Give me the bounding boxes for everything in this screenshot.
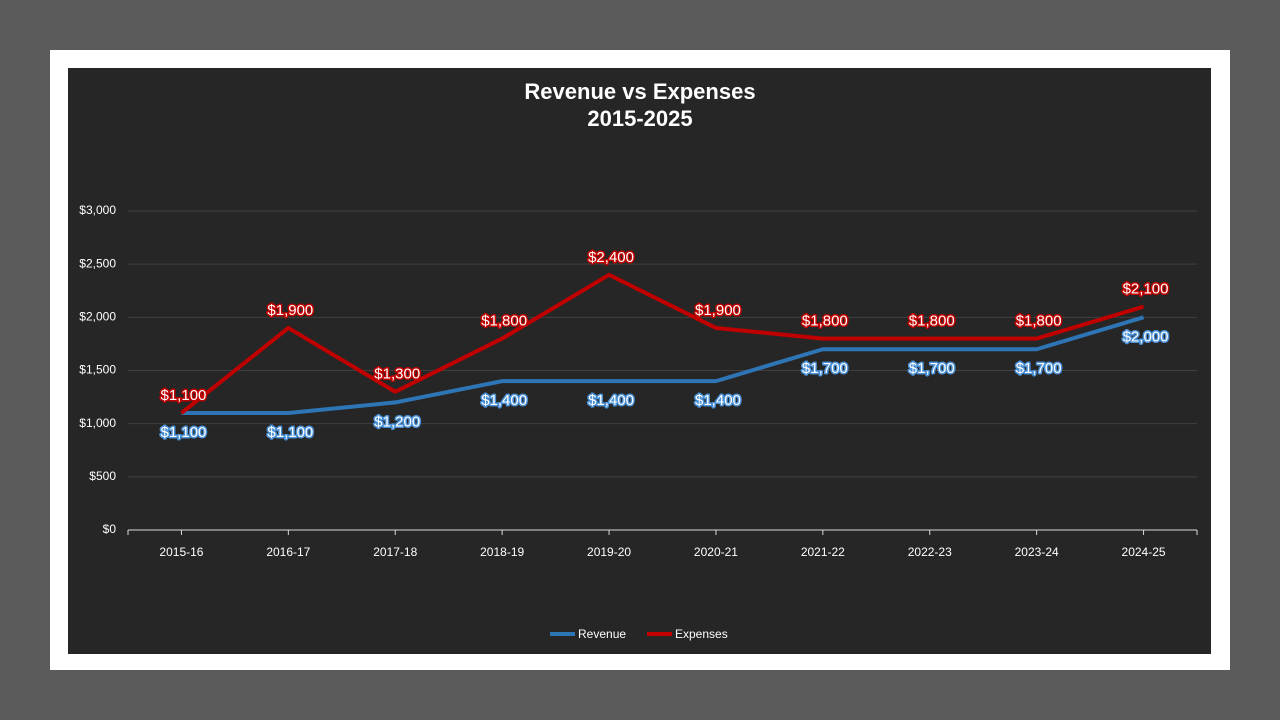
data-label: $1,300 — [374, 366, 420, 383]
x-tick-label: 2017-18 — [373, 545, 417, 559]
data-label: $1,100 — [267, 424, 313, 441]
data-label: $1,800 — [1016, 313, 1062, 330]
y-tick-label: $3,000 — [79, 203, 116, 217]
data-label: $1,200 — [374, 413, 420, 430]
legend-label: Revenue — [578, 627, 626, 641]
x-tick-label: 2022-23 — [908, 545, 952, 559]
legend-label: Expenses — [675, 627, 728, 641]
y-tick-label: $2,000 — [79, 310, 116, 324]
y-tick-label: $1,000 — [79, 416, 116, 430]
data-label: $1,400 — [588, 392, 634, 409]
data-label: $1,800 — [481, 313, 527, 330]
data-label: $2,000 — [1123, 328, 1169, 345]
chart-area — [68, 68, 1211, 654]
x-tick-label: 2021-22 — [801, 545, 845, 559]
y-tick-label: $0 — [103, 522, 117, 536]
x-tick-label: 2024-25 — [1122, 545, 1166, 559]
data-label: $1,800 — [802, 313, 848, 330]
chart-subtitle: 2015-2025 — [587, 106, 692, 131]
y-tick-label: $2,500 — [79, 256, 116, 270]
y-tick-label: $1,500 — [79, 363, 116, 377]
data-label: $1,700 — [1016, 360, 1062, 377]
data-label: $2,400 — [588, 249, 634, 266]
y-tick-label: $500 — [89, 469, 116, 483]
data-label: $1,700 — [802, 360, 848, 377]
data-label: $1,400 — [481, 392, 527, 409]
data-label: $1,900 — [267, 302, 313, 319]
data-label: $1,100 — [161, 424, 207, 441]
x-tick-label: 2015-16 — [159, 545, 203, 559]
x-tick-label: 2019-20 — [587, 545, 631, 559]
x-tick-label: 2023-24 — [1015, 545, 1059, 559]
data-label: $2,100 — [1123, 281, 1169, 298]
data-label: $1,400 — [695, 392, 741, 409]
x-tick-label: 2020-21 — [694, 545, 738, 559]
chart-title: Revenue vs Expenses — [524, 79, 755, 104]
line-series — [180, 272, 1145, 415]
x-tick-label: 2016-17 — [266, 545, 310, 559]
data-label: $1,800 — [909, 313, 955, 330]
x-tick-label: 2018-19 — [480, 545, 524, 559]
data-label: $1,900 — [695, 302, 741, 319]
data-label: $1,100 — [161, 387, 207, 404]
line-series — [181, 315, 1145, 416]
data-label: $1,700 — [909, 360, 955, 377]
